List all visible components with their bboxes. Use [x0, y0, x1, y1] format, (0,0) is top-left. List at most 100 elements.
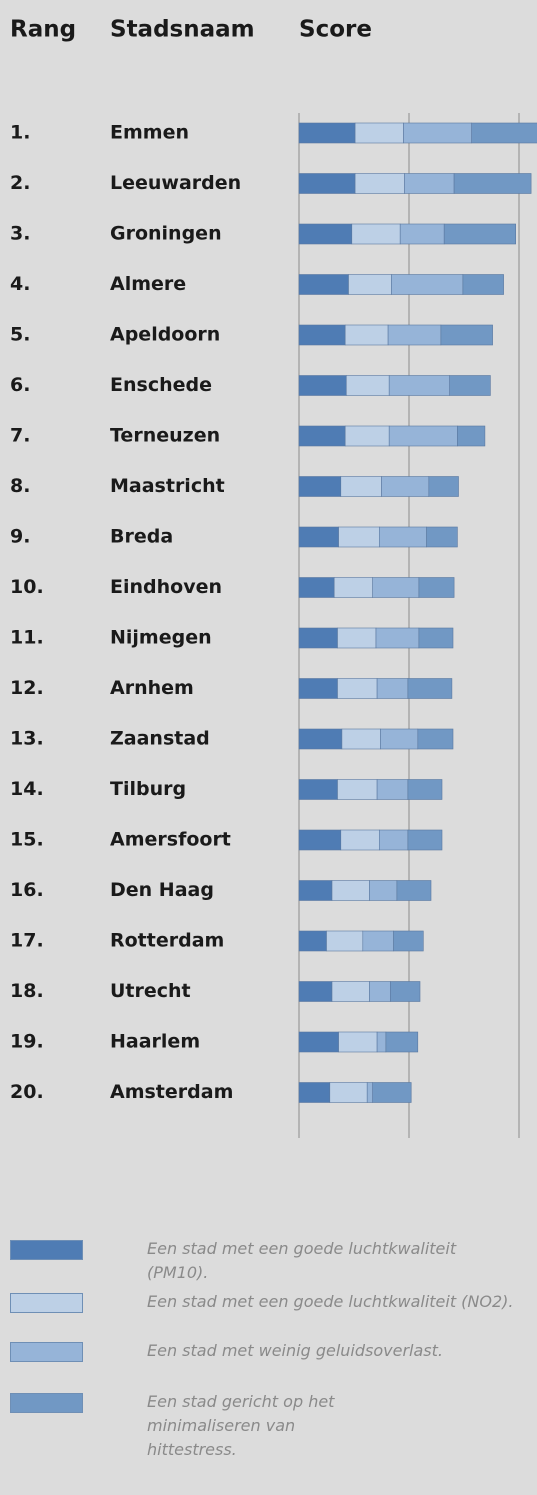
legend-label: Een stad met een goede luchtkwaliteit (N… — [147, 1292, 514, 1311]
bar-segment — [389, 981, 421, 1002]
rank: 9. — [10, 526, 30, 548]
bar-segment — [418, 627, 454, 649]
city-name: Apeldoorn — [110, 324, 220, 346]
bar-segment — [443, 223, 517, 245]
legend-swatch — [10, 1342, 83, 1362]
bar-segment — [298, 173, 356, 194]
rank: 5. — [10, 324, 30, 346]
bar-segment — [388, 425, 458, 447]
bar-segment — [387, 324, 442, 346]
rank: 12. — [10, 677, 44, 699]
bar-segment — [457, 425, 486, 447]
bar-segment — [298, 476, 342, 497]
bar-segment — [298, 375, 347, 396]
bar-segment — [298, 930, 327, 952]
bar-segment — [380, 728, 419, 750]
bar-segment — [462, 274, 504, 295]
bar-segment — [404, 173, 455, 194]
rank: 8. — [10, 475, 30, 497]
rank: 13. — [10, 728, 44, 750]
bar-segment — [331, 981, 370, 1002]
bar-segment — [298, 1031, 339, 1053]
bar-segment — [298, 627, 338, 649]
bar-segment — [341, 728, 381, 750]
bar-segment — [298, 981, 333, 1002]
column-header: Score — [299, 17, 372, 43]
bar-segment — [385, 1031, 419, 1053]
bar-segment — [375, 627, 420, 649]
bar-segment — [369, 981, 391, 1002]
rank: 17. — [10, 930, 44, 952]
bar-segment — [298, 526, 339, 548]
city-name: Den Haag — [110, 879, 214, 901]
city-name: Haarlem — [110, 1031, 200, 1053]
rank: 3. — [10, 223, 30, 245]
rank: 18. — [10, 980, 44, 1002]
bar-segment — [331, 880, 370, 901]
bar-segment — [344, 425, 390, 447]
column-header: Rang — [10, 17, 76, 43]
bar-segment — [376, 1031, 387, 1053]
city-name: Tilburg — [110, 778, 186, 800]
bar-segment — [376, 779, 409, 800]
bar-segment — [338, 526, 380, 548]
bar-segment — [449, 375, 491, 396]
bar-segment — [298, 122, 356, 144]
bar-segment — [298, 880, 333, 901]
rank: 10. — [10, 576, 44, 598]
bar-segment — [403, 122, 472, 144]
legend-swatch — [10, 1293, 83, 1313]
bar-segment — [428, 476, 459, 497]
city-name: Emmen — [110, 122, 189, 144]
bar-segment — [417, 728, 454, 750]
bar-segment — [407, 829, 443, 851]
city-name: Amersfoort — [110, 829, 231, 851]
bar-segment — [381, 476, 430, 497]
bar-segment — [337, 627, 377, 649]
bar-segment — [298, 577, 335, 598]
bar-segment — [453, 173, 532, 194]
bar-segment — [399, 223, 445, 245]
city-name: Leeuwarden — [110, 172, 241, 194]
bar-segment — [372, 577, 420, 598]
city-name: Eindhoven — [110, 576, 222, 598]
city-name: Nijmegen — [110, 627, 212, 649]
rank: 16. — [10, 879, 44, 901]
bar-segment — [376, 678, 409, 699]
bar-segment — [298, 223, 353, 245]
column-header: Stadsnaam — [110, 17, 255, 43]
bar-segment — [337, 678, 378, 699]
legend-label: Een stad met een goede luchtkwaliteit (P… — [147, 1239, 457, 1282]
bar-segment — [298, 829, 342, 851]
city-name: Utrecht — [110, 980, 191, 1002]
bar-segment — [378, 829, 409, 851]
city-name: Maastricht — [110, 475, 225, 497]
bar-segment — [418, 577, 455, 598]
bar-segment — [345, 375, 390, 396]
bar-segment — [329, 1082, 368, 1103]
city-name: Rotterdam — [110, 930, 224, 952]
legend-label: Een stad gericht op het minimaliseren va… — [147, 1392, 335, 1459]
city-name: Terneuzen — [110, 425, 220, 447]
bar-segment — [333, 577, 374, 598]
bar-segment — [388, 375, 451, 396]
legend-swatch — [10, 1240, 83, 1260]
city-name: Enschede — [110, 374, 212, 396]
bar-segment — [326, 930, 364, 952]
bar-segment — [396, 880, 432, 901]
city-name: Almere — [110, 273, 186, 295]
city-name: Zaanstad — [110, 728, 210, 750]
bar-segment — [372, 1082, 412, 1103]
rank: 19. — [10, 1031, 44, 1053]
city-name: Groningen — [110, 223, 222, 245]
rank: 7. — [10, 425, 30, 447]
bar-segment — [369, 880, 398, 901]
bar-segment — [298, 728, 343, 750]
bar-segment — [348, 274, 392, 295]
bar-segment — [378, 526, 427, 548]
bar-segment — [407, 779, 443, 800]
bar-segment — [344, 324, 389, 346]
bar-segment — [393, 930, 424, 952]
bar-segment — [366, 1082, 374, 1103]
